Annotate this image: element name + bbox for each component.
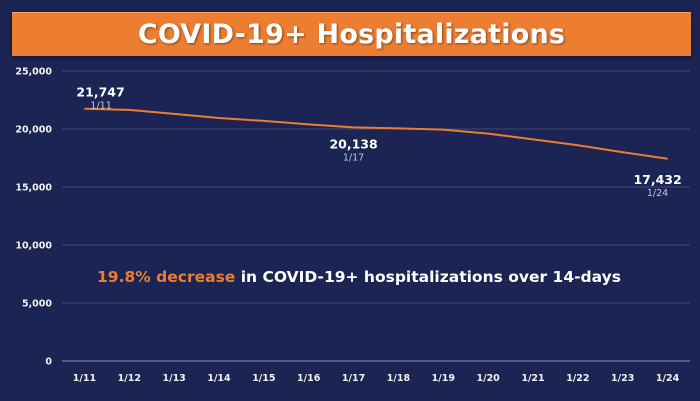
grid-lines bbox=[62, 70, 690, 362]
y-tick-label: 20,000 bbox=[15, 125, 52, 136]
series-line-path bbox=[84, 107, 668, 160]
annotation-date: 1/17 bbox=[343, 152, 364, 163]
x-tick-label: 1/15 bbox=[252, 373, 275, 384]
callout-highlight: 19.8% decrease bbox=[97, 268, 236, 286]
y-tick-label: 25,000 bbox=[15, 67, 52, 78]
y-tick-label: 0 bbox=[45, 357, 52, 368]
callout-text: in COVID-19+ hospitalizations over 14-da… bbox=[235, 268, 621, 286]
summary-callout: 19.8% decrease in COVID-19+ hospitalizat… bbox=[97, 268, 621, 286]
y-axis-ticks: 0 5,000 10,000 15,000 20,000 25,000 bbox=[15, 67, 52, 368]
x-tick-label: 1/11 bbox=[73, 373, 96, 384]
x-tick-label: 1/22 bbox=[566, 373, 589, 384]
x-axis-ticks: 1/11 1/12 1/13 1/14 1/15 1/16 1/17 1/18 1/19 1/20… bbox=[73, 373, 680, 384]
x-tick-label: 1/14 bbox=[207, 373, 231, 384]
annotation-date: 1/24 bbox=[647, 188, 668, 199]
x-tick-label: 1/18 bbox=[387, 373, 411, 384]
chart-title: COVID-19+ Hospitalizations bbox=[137, 19, 566, 50]
x-tick-label: 1/20 bbox=[476, 373, 500, 384]
x-tick-label: 1/13 bbox=[162, 373, 185, 384]
x-tick-label: 1/17 bbox=[342, 373, 365, 384]
series-line bbox=[84, 107, 668, 160]
chart-panel bbox=[0, 60, 700, 401]
annotation-date: 1/11 bbox=[90, 101, 111, 112]
x-tick-label: 1/16 bbox=[297, 373, 321, 384]
x-tick-label: 1/23 bbox=[611, 373, 634, 384]
annotation-value: 20,138 bbox=[329, 136, 377, 151]
chart-title-bar: COVID-19+ Hospitalizations bbox=[12, 12, 691, 56]
annotation-value: 21,747 bbox=[76, 85, 124, 100]
x-tick-label: 1/24 bbox=[656, 373, 680, 384]
x-tick-label: 1/12 bbox=[118, 373, 141, 384]
y-tick-label: 10,000 bbox=[15, 241, 52, 252]
y-tick-label: 5,000 bbox=[22, 299, 52, 310]
x-tick-label: 1/21 bbox=[521, 373, 544, 384]
annotation-value: 17,432 bbox=[633, 172, 681, 187]
x-tick-label: 1/19 bbox=[432, 373, 455, 384]
y-tick-label: 15,000 bbox=[15, 183, 52, 194]
